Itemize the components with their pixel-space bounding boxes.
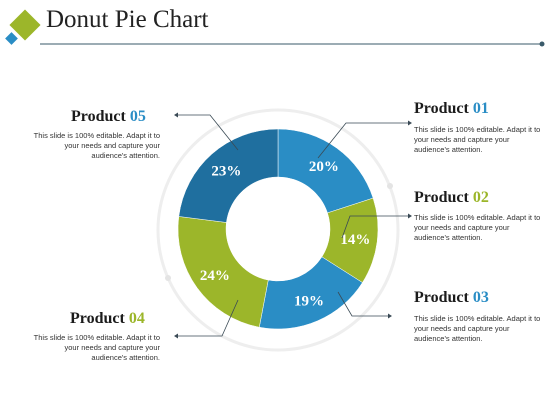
product-02-number: 02 [472,189,489,206]
donut-slice-1 [277,128,374,214]
product-04-number: 04 [128,310,145,327]
donut-slice-label-1: 20% [309,159,339,175]
arrowhead [174,112,178,118]
product-02-label: Product 02 [414,189,489,207]
donut-slice-label-2: 14% [340,232,370,248]
donut-chart: 20% 14% 19% 24% 23% [177,128,379,330]
product-05-number: 05 [129,108,146,125]
leader-line-product-04 [178,299,239,337]
header-rule-dot [539,41,545,47]
arrowhead [174,333,178,339]
leader-line-product-03 [337,291,388,317]
leader-line-product-01 [317,122,408,159]
product-05-description: This slide is 100% editable. Adapt it to… [33,131,160,160]
product-01-description: This slide is 100% editable. Adapt it to… [414,125,541,154]
leader-line-product-02 [341,215,408,239]
product-01-number: 01 [472,100,489,117]
product-04-name: Product [70,310,129,327]
product-03-label: Product 03 [414,289,489,307]
product-01-label: Product 01 [414,100,489,118]
decorative-ring [156,108,400,352]
product-03-name: Product [414,289,473,306]
product-05-name: Product [71,108,130,125]
donut-slice-label-4: 24% [200,268,230,284]
leader-line-product-05 [178,114,239,151]
arrowhead [388,313,392,319]
product-05-label: Product 05 [71,108,146,126]
product-03-description: This slide is 100% editable. Adapt it to… [414,314,541,343]
decorative-dot [165,275,171,281]
arrowhead [408,120,412,126]
donut-slice-5 [178,128,279,223]
donut-slice-4 [177,216,269,328]
product-02-description: This slide is 100% editable. Adapt it to… [414,213,541,242]
product-04-description: This slide is 100% editable. Adapt it to… [33,333,160,362]
donut-slice-label-3: 19% [294,294,324,310]
leader-lines [178,114,408,337]
product-04-label: Product 04 [70,310,145,328]
arrowhead [408,213,412,219]
product-03-number: 03 [472,289,489,306]
page-title: Donut Pie Chart [46,6,209,33]
header-diamond-icon [5,9,41,45]
decorative-dot [387,183,393,189]
product-01-name: Product [414,100,473,117]
donut-slice-label-5: 23% [211,163,241,179]
leader-arrowheads [174,112,412,339]
product-02-name: Product [414,189,473,206]
